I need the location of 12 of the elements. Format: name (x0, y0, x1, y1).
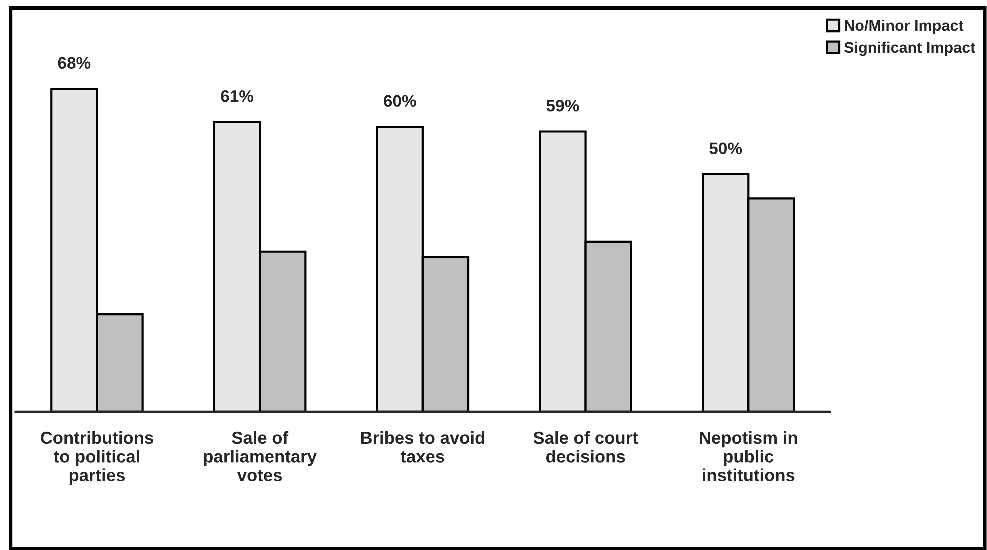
data-label: 68% (58, 57, 91, 70)
x-tick-label: Contributions to political parties (41, 431, 154, 485)
legend-label: Significant Impact (844, 42, 976, 56)
data-label: 60% (384, 95, 416, 108)
data-label: 61% (221, 90, 254, 102)
x-tick-label: Sale of parliamentary votes (204, 431, 317, 482)
legend-label: No/Minor Impact (845, 20, 964, 34)
data-label: 50% (710, 142, 742, 155)
x-tick-label: Bribes to avoid taxes (361, 431, 484, 463)
x-tick-label: Sale of court decisions (534, 431, 638, 463)
x-tick-label: Nepotism in public institutions (700, 431, 798, 482)
data-label: 59% (546, 100, 580, 112)
